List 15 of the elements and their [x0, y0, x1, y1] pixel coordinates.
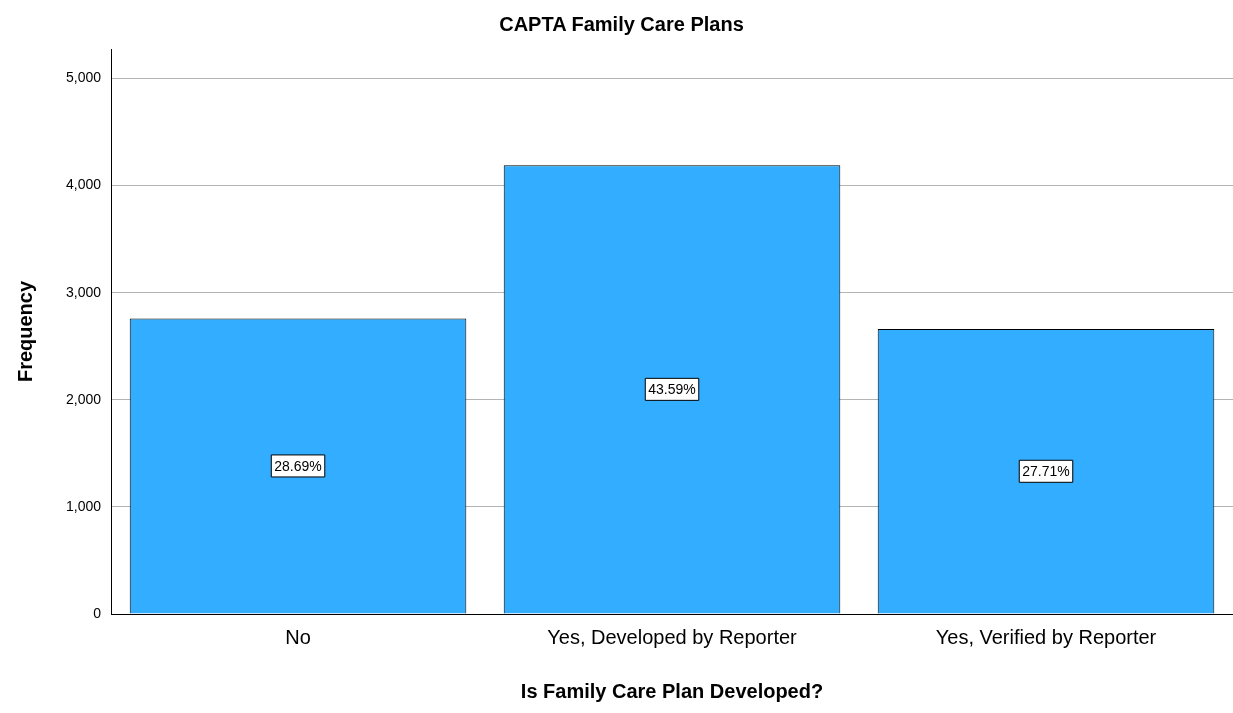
- y-tick-label: 5,000: [65, 69, 102, 86]
- x-tick-label: Yes, Developed by Reporter: [547, 625, 798, 648]
- x-tick-label: Yes, Verified by Reporter: [935, 625, 1157, 648]
- x-tick-label: No: [285, 625, 311, 648]
- y-tick-label: 0: [93, 604, 102, 621]
- y-tick-label: 4,000: [65, 176, 102, 193]
- y-tick-label: 1,000: [65, 497, 102, 514]
- x-axis-title: Is Family Care Plan Developed?: [520, 679, 824, 702]
- annotation: 28.69%: [274, 457, 322, 474]
- annotation: 43.59%: [648, 381, 696, 398]
- annotation: 27.71%: [1022, 463, 1070, 480]
- y-tick-label: 3,000: [65, 283, 102, 300]
- y-tick-label: 2,000: [65, 390, 102, 407]
- y-axis-title: Frequency: [13, 280, 36, 383]
- chart-title: CAPTA Family Care Plans: [499, 12, 744, 35]
